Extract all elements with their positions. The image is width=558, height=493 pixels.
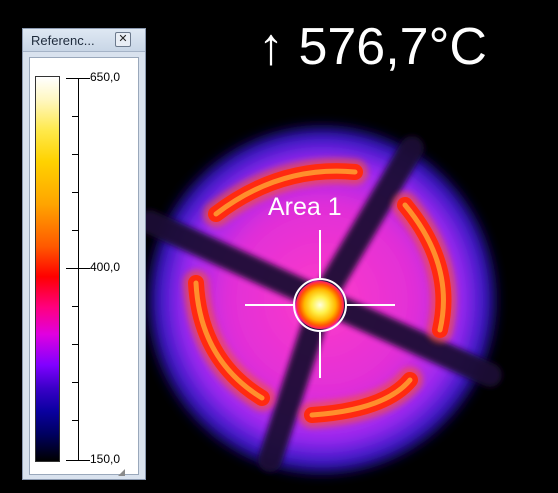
panel-title: Referenc... — [31, 33, 95, 48]
scale-tick — [66, 78, 90, 79]
panel-title-bar[interactable]: Referenc... ✕ — [23, 29, 145, 52]
scale-mid-label: 400,0 — [90, 260, 121, 274]
max-temperature-readout: ↑ 576,7°C — [258, 18, 487, 76]
scale-tick — [66, 268, 90, 269]
scale-tick — [72, 306, 78, 307]
close-button[interactable]: ✕ — [115, 32, 131, 47]
color-scale-area: 650,0 400,0 150,0 — [29, 57, 139, 475]
up-arrow-icon: ↑ — [258, 18, 284, 76]
area-crosshair[interactable] — [245, 230, 395, 378]
scale-tick — [72, 116, 78, 117]
rotor-gaps — [138, 136, 502, 472]
reference-panel[interactable]: Referenc... ✕ 650,0 400,0 150,0 — [22, 28, 146, 480]
scale-tick — [72, 420, 78, 421]
scale-tick — [72, 230, 78, 231]
scale-tick — [72, 154, 78, 155]
scale-min-label: 150,0 — [90, 452, 121, 466]
scale-max-label: 650,0 — [90, 70, 121, 84]
scale-axis-line — [78, 78, 79, 460]
scale-tick — [72, 344, 78, 345]
scale-tick — [72, 382, 78, 383]
close-icon: ✕ — [118, 33, 128, 45]
hot-arcs — [183, 158, 457, 428]
hot-hub — [296, 281, 344, 329]
scale-tick — [66, 460, 90, 461]
area-label[interactable]: Area 1 — [268, 193, 342, 221]
color-scale-bar — [35, 76, 60, 462]
resize-grip-icon[interactable] — [118, 469, 125, 476]
scale-tick — [72, 192, 78, 193]
max-temperature-value: 576,7°C — [298, 18, 487, 76]
